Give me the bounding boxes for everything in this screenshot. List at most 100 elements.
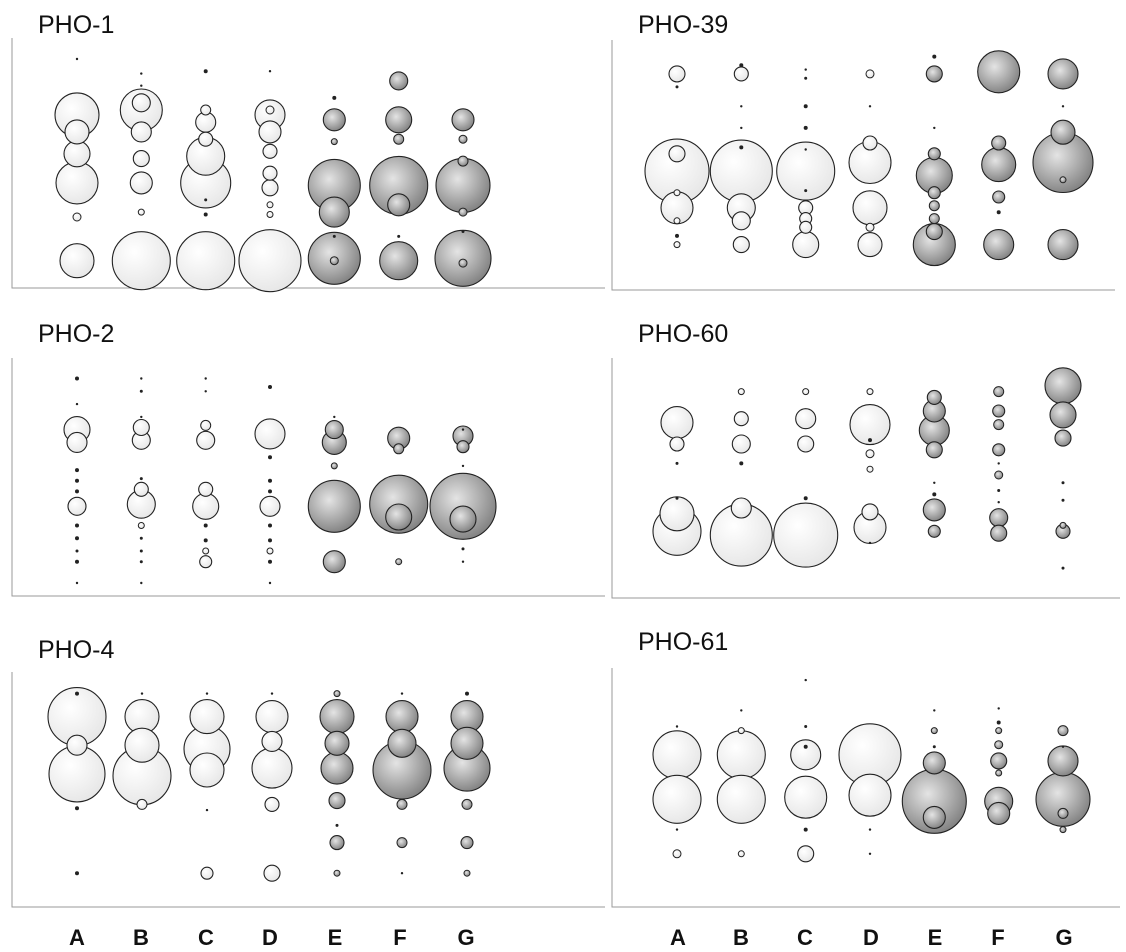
- bubble-e: [927, 147, 941, 161]
- x-tick-label: E: [928, 925, 943, 950]
- bubble-g: [1050, 119, 1076, 145]
- bubble-c: [802, 388, 810, 396]
- bubble-a: [675, 725, 679, 728]
- bubble-c: [803, 125, 808, 130]
- bubble-d: [261, 730, 283, 752]
- bubble-b: [131, 93, 151, 113]
- bubble-e: [333, 415, 336, 419]
- bubble-f: [990, 524, 1008, 542]
- x-axis-labels-left: A B C D E F G: [69, 925, 475, 950]
- bubble-b: [139, 389, 143, 393]
- bubble-d: [868, 828, 872, 831]
- panel-title: PHO-61: [638, 628, 728, 656]
- bubble-e: [930, 727, 938, 735]
- bubble-g: [1057, 807, 1069, 819]
- bubble-f: [996, 210, 1001, 215]
- x-tick-label: F: [991, 925, 1004, 950]
- bubble-b: [124, 727, 160, 763]
- bubble-e: [330, 462, 338, 470]
- bubble-b: [737, 727, 745, 735]
- bubble-b: [737, 388, 745, 396]
- bubble-c: [176, 231, 236, 291]
- bubble-e: [922, 751, 946, 775]
- bubble-d: [259, 495, 281, 517]
- panel-title: PHO-4: [38, 636, 115, 664]
- bubble-f: [990, 752, 1008, 770]
- bubble-d: [268, 70, 272, 73]
- bubble-d: [268, 559, 272, 564]
- bubble-b: [716, 730, 766, 780]
- bubble-g: [450, 726, 484, 760]
- bubble-e: [932, 745, 936, 749]
- x-axis-labels-right: A B C D E F G: [670, 925, 1073, 950]
- bubble-e: [927, 186, 941, 200]
- bubble-a: [75, 57, 79, 61]
- bubble-a: [75, 691, 79, 696]
- bubble-c: [797, 845, 815, 863]
- bubble-c: [804, 68, 807, 71]
- bubble-e: [329, 835, 345, 851]
- bubble-d: [849, 404, 891, 446]
- bubble-a: [652, 774, 702, 824]
- bubble-e: [329, 256, 339, 266]
- bubble-g: [1057, 725, 1069, 737]
- bubble-d: [270, 692, 274, 695]
- bubble-b: [733, 411, 749, 427]
- bubble-d: [862, 135, 878, 151]
- bubble-f: [396, 837, 408, 849]
- bubble-b: [139, 536, 143, 540]
- bubble-a: [673, 241, 681, 249]
- x-tick-label: G: [457, 925, 474, 950]
- x-tick-label: A: [69, 925, 85, 950]
- bubble-layer: [644, 50, 1094, 267]
- bubble-a: [672, 849, 682, 859]
- bubble-e: [922, 498, 946, 522]
- panel-title: PHO-2: [38, 320, 114, 348]
- bubble-a: [66, 734, 88, 756]
- bubble-c: [797, 435, 815, 453]
- bubble-b: [740, 105, 743, 108]
- bubble-g: [458, 258, 468, 268]
- bubble-d: [868, 541, 872, 545]
- bubble-e: [324, 420, 344, 440]
- x-tick-label: E: [328, 925, 343, 950]
- x-tick-label: F: [393, 925, 406, 950]
- bubble-layer: [54, 57, 492, 293]
- bubble-b: [740, 709, 743, 712]
- bubble-e: [933, 709, 936, 712]
- bubble-c: [203, 212, 208, 217]
- bubble-d: [254, 418, 286, 450]
- bubble-c: [792, 231, 820, 259]
- bubble-d: [852, 190, 888, 226]
- bubble-e: [928, 200, 940, 212]
- panel-title: PHO-1: [38, 11, 114, 39]
- bubble-c: [192, 492, 220, 520]
- bubble-c: [804, 725, 808, 728]
- bubble-b: [739, 145, 744, 150]
- bubble-b: [716, 774, 766, 824]
- bubble-c: [205, 808, 209, 812]
- bubble-f: [997, 489, 1001, 492]
- bubble-b: [730, 497, 752, 519]
- bubble-g: [463, 869, 471, 877]
- panel-pho-61: PHO-61: [611, 628, 1120, 908]
- bubble-f: [387, 728, 417, 758]
- bubble-g: [434, 229, 492, 287]
- bubble-f: [997, 707, 1000, 710]
- bubble-b: [731, 211, 751, 231]
- x-tick-label: C: [797, 925, 813, 950]
- bubble-f: [400, 872, 404, 875]
- bubble-d: [238, 229, 302, 293]
- bubble-d: [263, 864, 281, 882]
- bubble-f: [393, 133, 405, 145]
- bubble-d: [868, 438, 872, 443]
- bubble-a: [66, 431, 88, 453]
- bubble-g: [457, 155, 469, 167]
- bubble-d: [865, 449, 875, 459]
- bubble-f: [989, 508, 1009, 528]
- bubble-g: [1061, 481, 1065, 485]
- bubble-c: [200, 104, 212, 116]
- bubble-g: [465, 691, 469, 696]
- bubble-a: [652, 730, 702, 780]
- bubble-a: [64, 119, 90, 145]
